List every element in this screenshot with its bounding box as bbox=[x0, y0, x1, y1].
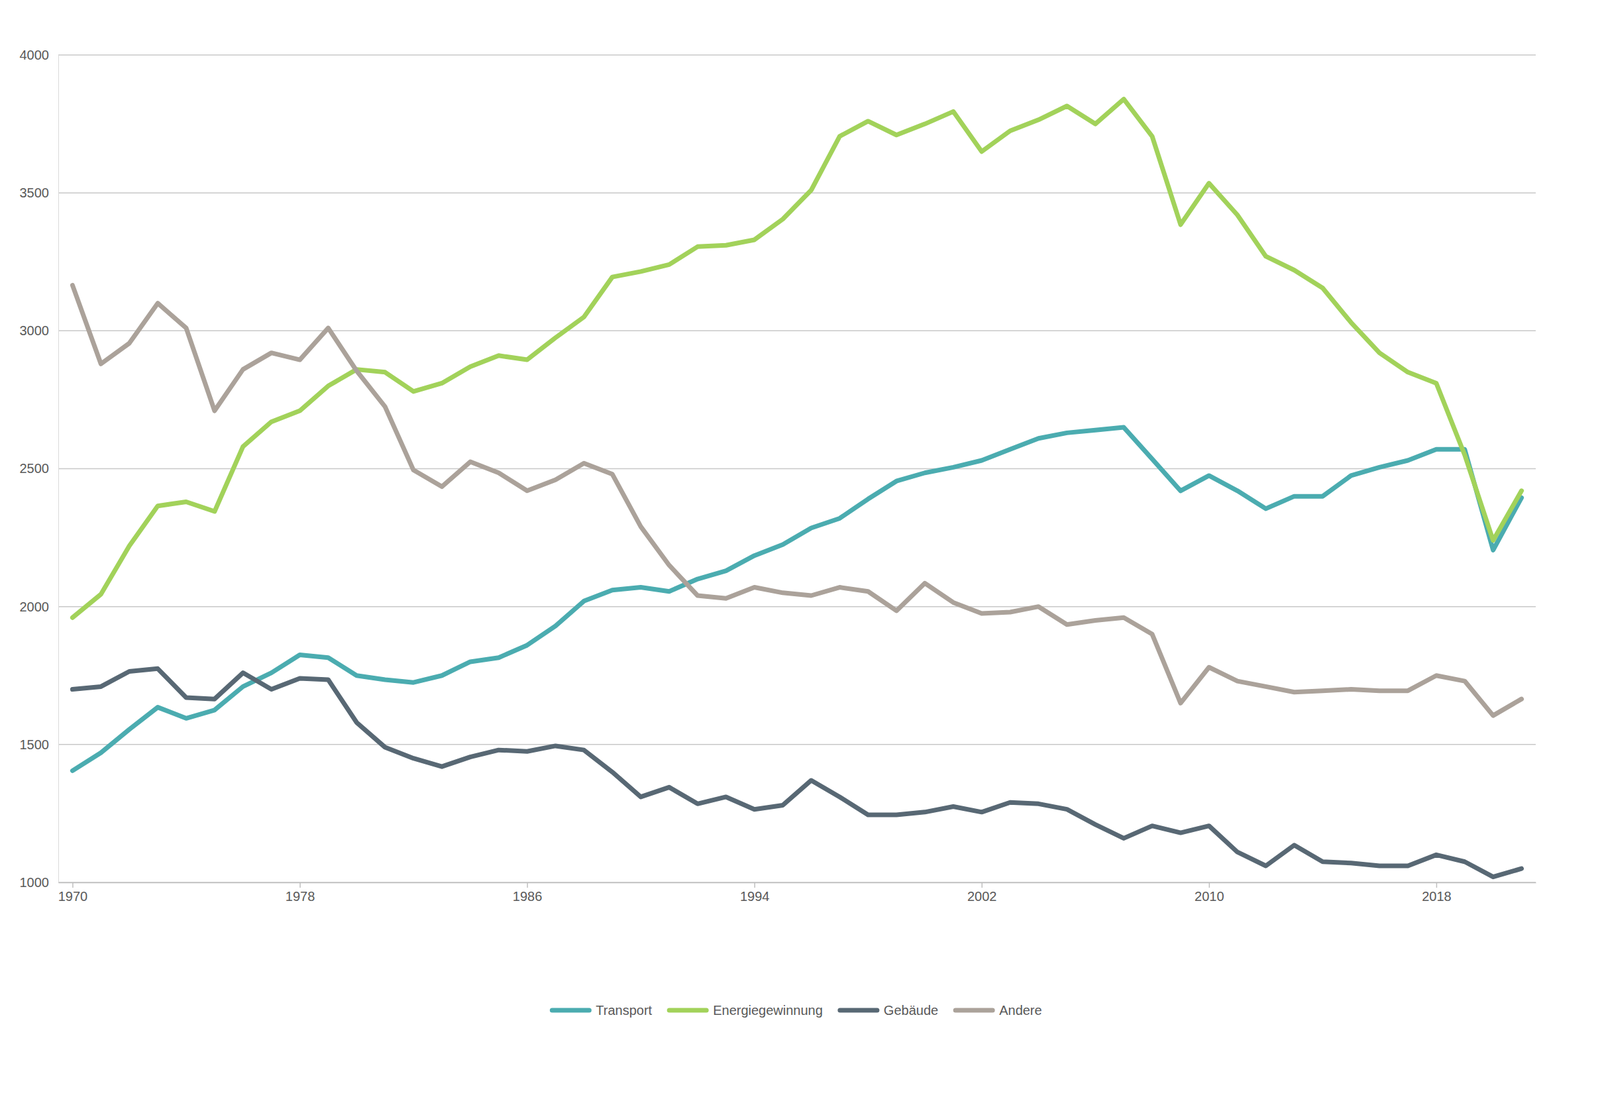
y-tick-label: 1000 bbox=[19, 875, 50, 890]
x-tick: 1970 bbox=[58, 882, 89, 904]
legend-swatch bbox=[955, 1008, 993, 1014]
y-tick: 1000 bbox=[19, 875, 59, 890]
y-tick: 4000 bbox=[19, 47, 59, 63]
series-line bbox=[72, 285, 1522, 716]
legend-label: Gebäude bbox=[883, 1003, 939, 1018]
series-line bbox=[72, 668, 1522, 877]
series-line bbox=[72, 427, 1522, 771]
grid bbox=[58, 54, 1536, 883]
x-tick: 1978 bbox=[285, 882, 316, 904]
plot-area: 1000 1500 2000 2500 3000 3500 4000 1970 1978 1986… bbox=[19, 47, 1537, 904]
y-tick: 1500 bbox=[19, 737, 59, 752]
x-tick: 2002 bbox=[967, 882, 998, 904]
grid-line bbox=[58, 606, 1536, 608]
legend-swatch bbox=[551, 1008, 589, 1014]
x-tick-mark bbox=[981, 882, 984, 888]
legend-label: Transport bbox=[595, 1003, 652, 1018]
y-tick-label: 3000 bbox=[19, 323, 50, 338]
y-tick-label: 2000 bbox=[19, 599, 50, 615]
x-tick-label: 1978 bbox=[285, 889, 316, 904]
y-tick-label: 1500 bbox=[19, 737, 50, 752]
x-tick-label: 2018 bbox=[1421, 889, 1452, 904]
x-tick-mark bbox=[753, 882, 756, 888]
y-tick: 3000 bbox=[19, 323, 59, 338]
legend-swatch bbox=[669, 1008, 707, 1014]
x-tick: 1994 bbox=[740, 882, 770, 904]
x-tick-mark bbox=[526, 882, 529, 888]
grid-line bbox=[58, 330, 1536, 332]
x-tick: 2010 bbox=[1194, 882, 1225, 904]
y-tick-label: 4000 bbox=[19, 47, 50, 63]
legend-label: Andere bbox=[999, 1003, 1043, 1018]
x-tick-mark bbox=[299, 882, 301, 888]
legend-item: Andere bbox=[955, 1003, 1043, 1018]
x-tick-mark bbox=[1436, 882, 1438, 888]
grid-line bbox=[58, 192, 1536, 194]
x-axis: 1970 1978 1986 1994 2002 2010 2018 bbox=[58, 882, 1537, 904]
y-tick-label: 2500 bbox=[19, 461, 50, 476]
legend-swatch bbox=[840, 1008, 878, 1014]
legend: Transport Energiegewinnung Gebäude Andere bbox=[551, 1003, 1042, 1018]
x-tick-label: 2010 bbox=[1194, 889, 1225, 904]
x-tick: 2018 bbox=[1421, 882, 1452, 904]
grid-line bbox=[58, 881, 1536, 884]
x-tick-label: 2002 bbox=[967, 889, 998, 904]
x-tick-label: 1994 bbox=[740, 889, 770, 904]
y-tick: 3500 bbox=[19, 185, 59, 201]
y-tick: 2000 bbox=[19, 599, 59, 615]
chart: 1000 1500 2000 2500 3000 3500 4000 1970 1978 1986… bbox=[0, 0, 1600, 1105]
x-tick-mark bbox=[1209, 882, 1211, 888]
legend-item: Gebäude bbox=[840, 1003, 939, 1018]
x-tick: 1986 bbox=[512, 882, 543, 904]
x-axis-line bbox=[58, 882, 1537, 884]
grid-line bbox=[58, 54, 1536, 56]
legend-item: Transport bbox=[551, 1003, 652, 1018]
y-tick: 2500 bbox=[19, 461, 59, 476]
y-tick-label: 3500 bbox=[19, 185, 50, 201]
x-tick-label: 1970 bbox=[58, 889, 89, 904]
legend-item: Energiegewinnung bbox=[669, 1003, 823, 1018]
grid-line bbox=[58, 468, 1536, 470]
lines bbox=[72, 99, 1522, 878]
grid-line bbox=[58, 744, 1536, 746]
legend-label: Energiegewinnung bbox=[712, 1003, 823, 1018]
x-tick-label: 1986 bbox=[512, 889, 543, 904]
y-axis: 1000 1500 2000 2500 3000 3500 4000 bbox=[19, 47, 59, 890]
y-axis-line bbox=[58, 55, 59, 884]
x-tick-mark bbox=[72, 882, 74, 888]
